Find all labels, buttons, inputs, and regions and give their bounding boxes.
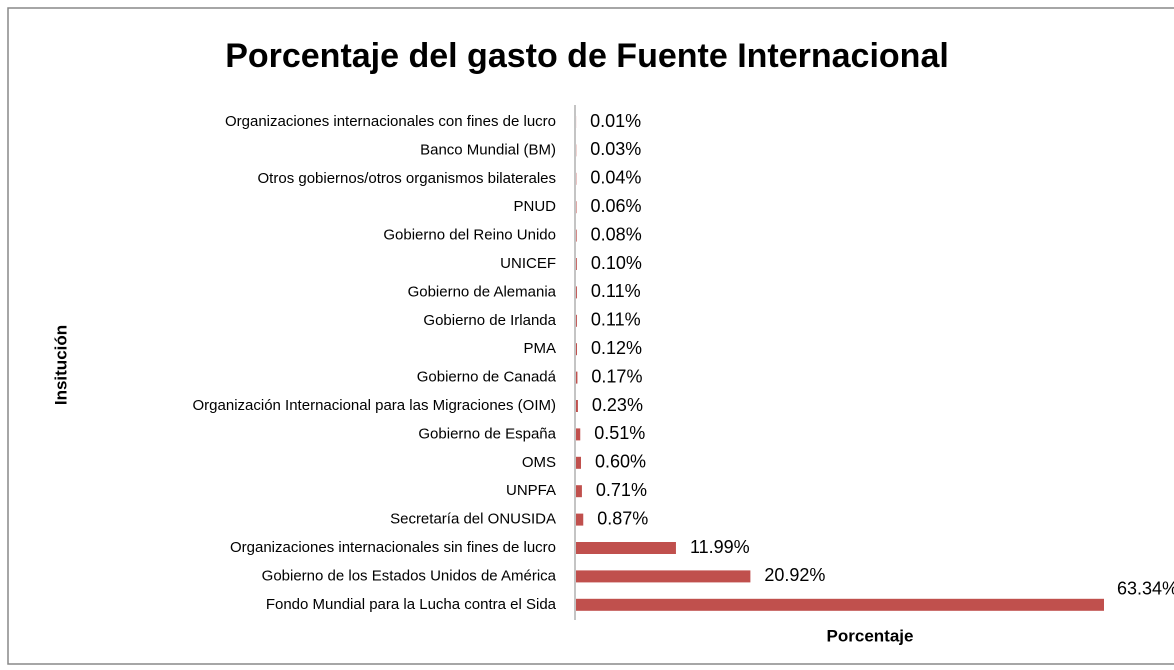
category-label: Secretaría del ONUSIDA (390, 511, 556, 528)
value-label: 0.71% (596, 480, 647, 500)
category-label: Gobierno de España (418, 425, 556, 442)
chart-frame (7, 7, 1174, 665)
category-label: Gobierno de Irlanda (423, 312, 556, 329)
value-label: 0.11% (591, 281, 641, 301)
chart-title: Porcentaje del gasto de Fuente Internaci… (225, 37, 949, 75)
bar (576, 229, 577, 242)
bar (576, 456, 582, 469)
category-label: UNPFA (506, 482, 556, 499)
category-label: Organizaciones internacionales sin fines… (230, 539, 556, 556)
value-label: 0.87% (597, 508, 648, 528)
bar (576, 286, 577, 299)
value-label: 0.06% (591, 196, 642, 216)
bar (576, 371, 578, 384)
y-axis-title: Insitución (51, 325, 70, 405)
value-label: 0.12% (591, 338, 642, 358)
category-label: Gobierno de los Estados Unidos de Améric… (262, 567, 557, 584)
bar (576, 428, 581, 441)
category-label: Organizaciones internacionales con fines… (225, 113, 556, 130)
category-label: Organización Internacional para las Migr… (193, 397, 557, 414)
category-label: Gobierno del Reino Unido (383, 227, 556, 244)
value-label: 0.51% (594, 423, 645, 443)
value-label: 0.08% (591, 224, 642, 244)
category-label: OMS (522, 454, 556, 471)
bar (576, 485, 582, 498)
category-label: Otros gobiernos/otros organismos bilater… (258, 170, 556, 187)
bar (576, 542, 676, 554)
bar (576, 201, 577, 214)
value-label: 0.11% (591, 310, 641, 330)
value-label: 63.34% (1117, 579, 1174, 599)
category-label: Fondo Mundial para la Lucha contra el Si… (266, 596, 557, 613)
value-label: 0.01% (590, 111, 641, 131)
bar (576, 598, 1104, 611)
bar (576, 343, 578, 356)
bar (576, 513, 584, 526)
category-label: Gobierno de Alemania (408, 283, 557, 300)
category-label: UNICEF (500, 255, 556, 272)
bar (576, 570, 751, 583)
category-label: Gobierno de Canadá (417, 369, 557, 386)
category-label: PMA (523, 340, 556, 357)
category-label: Banco Mundial (BM) (420, 141, 556, 158)
value-label: 0.04% (590, 168, 641, 188)
bar (576, 314, 577, 327)
value-label: 11.99% (690, 537, 750, 557)
bar (576, 400, 578, 412)
value-label: 0.03% (590, 139, 641, 159)
value-label: 0.10% (591, 253, 642, 273)
category-label: PNUD (513, 198, 556, 215)
bar (576, 258, 577, 270)
value-label: 0.17% (591, 366, 642, 386)
value-label: 20.92% (764, 565, 825, 585)
value-label: 0.23% (592, 395, 643, 415)
x-axis-title: Porcentaje (827, 626, 914, 645)
value-label: 0.60% (595, 452, 646, 472)
